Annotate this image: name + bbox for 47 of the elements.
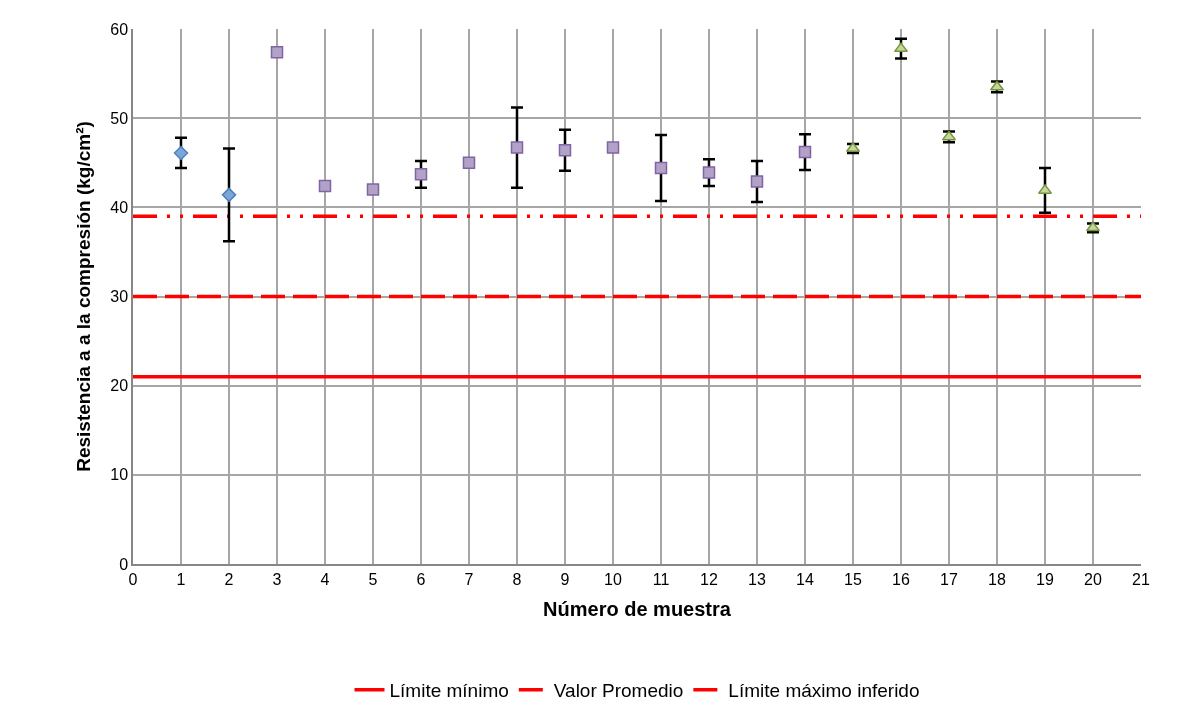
- point: [750, 175, 764, 188]
- y-tick-label: 50: [110, 109, 129, 127]
- point: [702, 166, 716, 179]
- legend-label: Valor Promedio: [553, 680, 684, 702]
- point: [414, 168, 428, 181]
- y-tick-label: 30: [110, 288, 129, 306]
- x-tick-label: 4: [320, 570, 330, 588]
- point: [366, 183, 380, 196]
- x-tick-label: 16: [892, 570, 910, 588]
- point: [606, 141, 620, 154]
- x-tick-label: 11: [652, 570, 670, 588]
- y-tick-label: 40: [110, 198, 129, 216]
- point: [654, 161, 668, 175]
- x-tick-label: 10: [604, 570, 622, 588]
- x-tick-label: 13: [748, 570, 766, 588]
- x-tick-label: 17: [940, 570, 958, 588]
- y-tick-label: 20: [110, 377, 129, 395]
- x-tick-label: 6: [416, 570, 426, 588]
- x-tick-label: 2: [224, 570, 234, 588]
- x-tick-label: 12: [700, 570, 718, 588]
- y-tick-label: 10: [110, 466, 129, 484]
- point: [221, 187, 237, 203]
- point: [318, 179, 332, 193]
- x-tick-label: 14: [796, 570, 814, 588]
- x-tick-label: 15: [844, 570, 862, 588]
- point: [510, 141, 524, 154]
- legend-label: Límite máximo inferido: [728, 680, 920, 702]
- point: [558, 144, 572, 157]
- legend-label: Límite mínimo: [389, 680, 509, 702]
- x-tick-label: 19: [1036, 570, 1054, 588]
- x-tick-label: 20: [1084, 570, 1102, 588]
- point: [173, 145, 189, 161]
- x-tick-label: 1: [176, 570, 186, 588]
- y-tick-label: 60: [110, 20, 129, 38]
- point: [462, 156, 476, 169]
- x-tick-label: 18: [988, 570, 1006, 588]
- point: [270, 45, 284, 59]
- x-tick-label: 5: [368, 570, 378, 588]
- x-tick-label: 9: [560, 570, 570, 588]
- x-axis-title: Número de muestra: [543, 597, 732, 620]
- y-axis-title: Resistencia a a la compresión (kg/cm²): [72, 121, 94, 472]
- x-tick-label: 3: [272, 570, 282, 588]
- x-tick-label: 21: [1132, 570, 1150, 588]
- x-tick-label: 7: [464, 570, 474, 588]
- y-tick-label: 0: [119, 555, 129, 573]
- point: [798, 145, 812, 159]
- x-tick-label: 8: [512, 570, 522, 588]
